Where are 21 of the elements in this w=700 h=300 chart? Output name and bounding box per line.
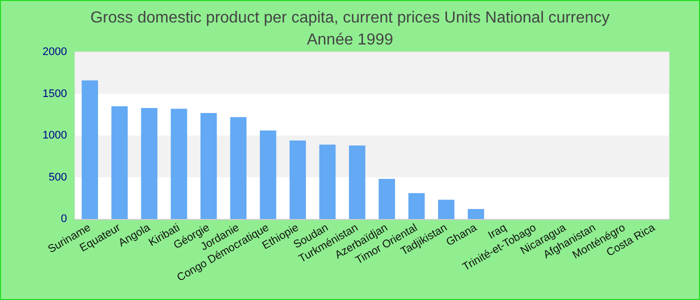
bar (111, 106, 128, 219)
bar (290, 140, 306, 219)
y-tick-label: 1000 (42, 130, 67, 142)
y-tick-label: 500 (48, 171, 67, 184)
y-tick-label: 2000 (42, 46, 67, 58)
y-tick-label: 1500 (42, 88, 67, 100)
chart-title: Gross domestic product per capita, current prices Units National currency (90, 10, 610, 26)
bar (82, 80, 98, 219)
bar (200, 112, 217, 219)
bar (468, 208, 484, 219)
y-tick-label: 0 (60, 213, 67, 225)
bar (170, 108, 188, 219)
bar (141, 108, 158, 219)
bar (348, 146, 366, 219)
bar (319, 144, 336, 219)
bar (260, 130, 276, 219)
bar (378, 178, 396, 219)
bar (408, 193, 425, 219)
bar (230, 117, 247, 219)
bar (438, 200, 454, 219)
chart-subtitle: Année 1999 (306, 32, 394, 48)
